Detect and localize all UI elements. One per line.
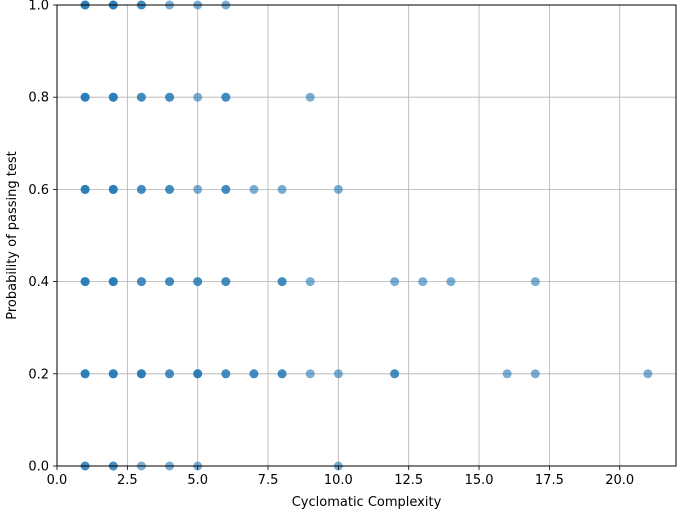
data-point (530, 369, 540, 379)
data-points (80, 0, 653, 471)
data-point (193, 92, 203, 102)
data-point (221, 277, 231, 287)
y-tick-label: 0.2 (28, 367, 49, 382)
data-point (333, 369, 343, 379)
data-point (165, 184, 175, 194)
grid-lines (56, 4, 676, 467)
data-point (136, 369, 146, 379)
data-point (80, 184, 90, 194)
data-point (80, 277, 90, 287)
data-point (108, 369, 118, 379)
data-point (305, 369, 315, 379)
y-tick-label: 0.0 (28, 460, 49, 475)
x-tick-label: 15.0 (465, 473, 494, 488)
x-tick-label: 10.0 (324, 473, 353, 488)
data-point (136, 92, 146, 102)
y-axis-label: Probability of passing test (5, 151, 20, 319)
data-point (277, 184, 287, 194)
x-tick-label: 17.5 (535, 473, 564, 488)
data-point (136, 184, 146, 194)
data-point (530, 277, 540, 287)
data-point (108, 184, 118, 194)
data-point (165, 369, 175, 379)
data-point (165, 92, 175, 102)
x-tick-label: 12.5 (394, 473, 423, 488)
x-tick-label: 2.5 (117, 473, 138, 488)
x-tick-label: 0.0 (47, 473, 68, 488)
data-point (80, 92, 90, 102)
x-axis-label: Cyclomatic Complexity (292, 495, 442, 510)
data-point (108, 277, 118, 287)
data-point (643, 369, 653, 379)
data-point (193, 277, 203, 287)
data-point (165, 277, 175, 287)
x-tick-label: 20.0 (605, 473, 634, 488)
data-point (333, 184, 343, 194)
data-point (305, 277, 315, 287)
data-point (80, 369, 90, 379)
y-tick-label: 0.8 (28, 91, 49, 106)
data-point (390, 277, 400, 287)
data-point (221, 369, 231, 379)
data-point (108, 92, 118, 102)
x-tick-label: 7.5 (258, 473, 279, 488)
data-point (221, 92, 231, 102)
data-point (221, 184, 231, 194)
y-tick-label: 0.6 (28, 183, 49, 198)
data-point (193, 369, 203, 379)
data-point (502, 369, 512, 379)
y-axis-ticks: 0.0 0.2 0.4 0.6 0.8 1.0 (28, 0, 57, 475)
data-point (277, 277, 287, 287)
data-point (418, 277, 428, 287)
y-tick-label: 0.4 (28, 275, 49, 290)
data-point (193, 184, 203, 194)
y-tick-label: 1.0 (28, 0, 49, 14)
data-point (249, 369, 259, 379)
plot-frame (56, 4, 677, 467)
x-axis-ticks: 0.0 2.5 5.0 7.5 10.0 12.5 15.0 17.5 20.0 (47, 466, 634, 488)
x-tick-label: 5.0 (187, 473, 208, 488)
data-point (136, 277, 146, 287)
data-point (446, 277, 456, 287)
data-point (277, 369, 287, 379)
data-point (390, 369, 400, 379)
data-point (305, 92, 315, 102)
data-point (249, 184, 259, 194)
